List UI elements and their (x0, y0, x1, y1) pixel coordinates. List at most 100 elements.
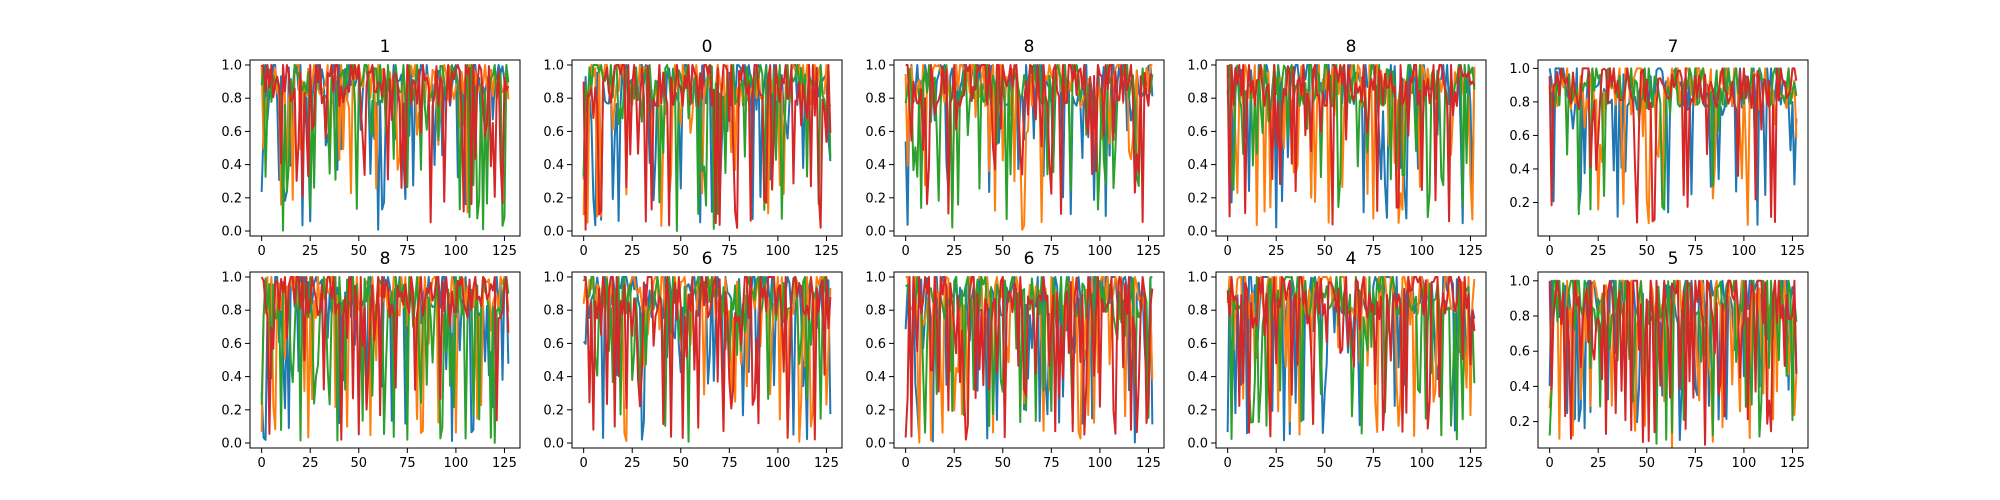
x-tick-label: 125 (814, 456, 839, 471)
subplot-4: 8 0 25 50 75 100 125 0.0 0.2 0.4 0.6 0.8 1.0 (1187, 37, 1487, 259)
x-tick-label: 25 (302, 244, 319, 259)
x-tick-label: 25 (1590, 456, 1607, 471)
y-tick-label: 0.6 (1187, 337, 1208, 352)
series-line-4 (260, 63, 510, 224)
y-tick-label: 0.0 (221, 225, 242, 240)
x-tick-label: 75 (721, 456, 738, 471)
x-tick-label: 75 (399, 456, 416, 471)
x-tick-label: 100 (1731, 456, 1756, 471)
x-tick-label: 100 (1409, 244, 1434, 259)
x-tick-label: 50 (995, 456, 1012, 471)
series-line-4 (1548, 67, 1798, 224)
y-tick-label: 0.8 (1187, 92, 1208, 107)
y-tick-label: 1.0 (1509, 62, 1530, 77)
series-line-4 (1226, 63, 1476, 226)
y-tick-label: 0.8 (543, 92, 564, 107)
y-tick-label: 0.0 (1187, 437, 1208, 452)
x-tick-label: 125 (1780, 244, 1805, 259)
y-tick-label: 0.4 (543, 370, 564, 385)
x-tick-label: 0 (1546, 456, 1554, 471)
x-tick-label: 50 (673, 244, 690, 259)
y-tick-label: 0.4 (865, 370, 886, 385)
x-tick-label: 100 (765, 244, 790, 259)
x-tick-label: 100 (765, 456, 790, 471)
x-tick-label: 0 (258, 244, 266, 259)
axes-frame (571, 59, 843, 237)
series-group (1226, 63, 1476, 229)
subplot-title: 8 (1024, 37, 1035, 57)
x-tick-label: 0 (1546, 244, 1554, 259)
axes-frame (249, 271, 521, 449)
series-line-4 (1548, 279, 1798, 446)
y-tick-label: 0.4 (221, 370, 242, 385)
y-tick-label: 1.0 (1187, 270, 1208, 285)
x-tick-label: 25 (1590, 244, 1607, 259)
y-tick-label: 0.2 (543, 403, 564, 418)
y-tick-label: 0.8 (1509, 95, 1530, 110)
y-tick-label: 0.0 (543, 225, 564, 240)
y-tick-label: 0.2 (865, 191, 886, 206)
y-tick-label: 0.6 (1509, 129, 1530, 144)
y-tick-label: 0.4 (1509, 162, 1530, 177)
y-tick-label: 0.2 (1187, 403, 1208, 418)
x-tick-label: 50 (1317, 456, 1334, 471)
y-tick-label: 0.2 (1509, 415, 1530, 430)
y-tick-label: 0.6 (543, 337, 564, 352)
subplot-2: 0 0 25 50 75 100 125 0.0 0.2 0.4 0.6 0.8 1.0 (543, 37, 843, 259)
axes-frame (893, 59, 1165, 237)
y-tick-label: 0.6 (1509, 345, 1530, 360)
y-tick-label: 0.2 (221, 191, 242, 206)
y-tick-label: 0.8 (1509, 310, 1530, 325)
x-tick-label: 75 (1365, 244, 1382, 259)
x-tick-label: 50 (995, 244, 1012, 259)
series-line-4 (260, 275, 510, 441)
x-tick-label: 75 (399, 244, 416, 259)
y-tick-label: 0.0 (865, 437, 886, 452)
y-tick-label: 1.0 (865, 58, 886, 73)
x-tick-label: 25 (946, 244, 963, 259)
y-tick-label: 0.4 (865, 158, 886, 173)
series-group (260, 275, 510, 444)
x-tick-label: 50 (1639, 244, 1656, 259)
y-tick-label: 1.0 (1187, 58, 1208, 73)
x-tick-label: 50 (673, 456, 690, 471)
x-tick-label: 25 (1268, 244, 1285, 259)
y-tick-label: 0.4 (543, 158, 564, 173)
x-tick-label: 0 (1224, 244, 1232, 259)
y-tick-label: 0.0 (543, 437, 564, 452)
y-tick-label: 0.2 (1509, 196, 1530, 211)
subplot-8: 6 0 25 50 75 100 125 0.0 0.2 0.4 0.6 0.8 1.0 (865, 249, 1165, 471)
series-line-3 (1226, 275, 1476, 441)
y-tick-label: 0.6 (865, 125, 886, 140)
series-line-4 (905, 63, 1153, 223)
x-tick-label: 75 (721, 244, 738, 259)
y-tick-label: 0.8 (543, 304, 564, 319)
y-tick-label: 0.8 (221, 92, 242, 107)
y-tick-label: 0.2 (543, 191, 564, 206)
y-tick-label: 0.0 (221, 437, 242, 452)
x-tick-label: 25 (624, 456, 641, 471)
y-tick-label: 0.0 (865, 225, 886, 240)
y-tick-label: 0.4 (1187, 158, 1208, 173)
y-tick-label: 0.6 (1187, 125, 1208, 140)
x-tick-label: 75 (1365, 456, 1382, 471)
axes-frame (1537, 59, 1809, 237)
y-tick-label: 0.4 (1509, 380, 1530, 395)
y-tick-label: 1.0 (543, 270, 564, 285)
subplot-title: 1 (380, 37, 391, 57)
x-tick-label: 125 (1458, 244, 1483, 259)
x-tick-label: 25 (946, 456, 963, 471)
y-tick-label: 0.2 (221, 403, 242, 418)
x-tick-label: 50 (351, 456, 368, 471)
y-tick-label: 1.0 (1509, 274, 1530, 289)
x-tick-label: 100 (1087, 456, 1112, 471)
subplot-title: 8 (380, 249, 391, 269)
subplot-9: 4 0 25 50 75 100 125 0.0 0.2 0.4 0.6 0.8 1.0 (1187, 249, 1487, 471)
series-group (1548, 279, 1798, 448)
x-tick-label: 75 (1687, 244, 1704, 259)
x-tick-label: 0 (902, 244, 910, 259)
x-tick-label: 125 (492, 244, 517, 259)
subplot-7: 6 0 25 50 75 100 125 0.0 0.2 0.4 0.6 0.8 1.0 (543, 249, 843, 471)
